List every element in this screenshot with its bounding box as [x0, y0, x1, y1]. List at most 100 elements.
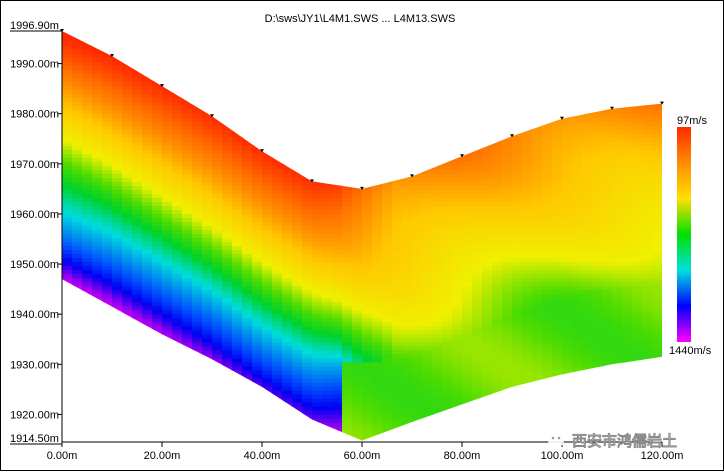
heatmap-cell [272, 101, 283, 106]
heatmap-cell [302, 294, 313, 299]
heatmap-cell [232, 250, 243, 255]
heatmap-cell [222, 398, 233, 403]
heatmap-cell [222, 346, 233, 351]
heatmap-cell [172, 173, 183, 178]
heatmap-cell [262, 165, 273, 170]
heatmap-cell [342, 254, 353, 259]
heatmap-cell [362, 197, 373, 202]
heatmap-cell [152, 406, 163, 411]
heatmap-cell [432, 57, 443, 62]
heatmap-cell [522, 406, 533, 411]
heatmap-cell [312, 149, 323, 154]
heatmap-cell [162, 290, 173, 295]
heatmap-cell [472, 306, 483, 311]
heatmap-cell [382, 117, 393, 122]
heatmap-cell [322, 217, 333, 222]
heatmap-cell [182, 242, 193, 247]
heatmap-cell [472, 354, 483, 359]
heatmap-cell [422, 45, 433, 50]
heatmap-cell [212, 113, 223, 118]
heatmap-cell [402, 73, 413, 78]
heatmap-cell [312, 217, 323, 222]
heatmap-cell [312, 233, 323, 238]
heatmap-cell [232, 378, 243, 383]
heatmap-cell [452, 350, 463, 355]
heatmap-cell [302, 185, 313, 190]
heatmap-cell [472, 254, 483, 259]
heatmap-cell [262, 410, 273, 415]
heatmap-cell [382, 133, 393, 138]
heatmap-cell [512, 169, 523, 174]
heatmap-cell [352, 302, 363, 307]
heatmap-cell [112, 189, 123, 194]
heatmap-cell [282, 338, 293, 343]
heatmap-cell [172, 29, 183, 34]
heatmap-cell [412, 229, 423, 234]
heatmap-cell [322, 125, 333, 130]
heatmap-cell [342, 298, 353, 303]
heatmap-cell [172, 205, 183, 210]
heatmap-cell [202, 37, 213, 42]
heatmap-cell [72, 93, 83, 98]
heatmap-cell [122, 302, 133, 307]
heatmap-cell [282, 221, 293, 226]
heatmap-cell [62, 81, 73, 86]
heatmap-cell [502, 258, 513, 263]
heatmap-cell [252, 45, 263, 50]
heatmap-cell [362, 193, 373, 198]
heatmap-cell [62, 137, 73, 142]
heatmap-cell [532, 334, 543, 339]
heatmap-cell [222, 41, 233, 46]
heatmap-cell [432, 382, 443, 387]
heatmap-cell [342, 61, 353, 66]
heatmap-cell [312, 157, 323, 162]
heatmap-cell [102, 229, 113, 234]
heatmap-cell [82, 205, 93, 210]
heatmap-cell [82, 298, 93, 303]
heatmap-cell [122, 53, 133, 58]
heatmap-cell [182, 145, 193, 150]
heatmap-cell [322, 278, 333, 283]
heatmap-cell [202, 133, 213, 138]
heatmap-cell [232, 109, 243, 114]
heatmap-cell [312, 262, 323, 267]
heatmap-cell [92, 89, 103, 94]
heatmap-cell [62, 366, 73, 371]
heatmap-cell [222, 25, 233, 30]
heatmap-cell [472, 366, 483, 371]
heatmap-cell [262, 402, 273, 407]
heatmap-cell [72, 258, 83, 263]
heatmap-cell [172, 286, 183, 291]
heatmap-cell [222, 430, 233, 435]
heatmap-cell [522, 262, 533, 267]
heatmap-cell [172, 378, 183, 383]
heatmap-cell [202, 57, 213, 62]
heatmap-cell [72, 362, 83, 367]
heatmap-cell [82, 278, 93, 283]
heatmap-cell [292, 354, 303, 359]
heatmap-cell [252, 97, 263, 102]
heatmap-cell [312, 242, 323, 247]
heatmap-cell [82, 262, 93, 267]
heatmap-cell [102, 25, 113, 30]
heatmap-cell [112, 33, 123, 38]
heatmap-cell [382, 378, 393, 383]
heatmap-cell [172, 217, 183, 222]
heatmap-cell [282, 89, 293, 94]
heatmap-cell [472, 113, 483, 118]
heatmap-cell [322, 205, 333, 210]
heatmap-cell [522, 149, 533, 154]
heatmap-cell [122, 205, 133, 210]
heatmap-cell [402, 81, 413, 86]
heatmap-cell [132, 406, 143, 411]
heatmap-cell [502, 85, 513, 90]
heatmap-cell [482, 350, 493, 355]
heatmap-cell [102, 278, 113, 283]
heatmap-cell [402, 213, 413, 218]
heatmap-cell [92, 33, 103, 38]
heatmap-cell [182, 322, 193, 327]
heatmap-cell [92, 157, 103, 162]
heatmap-cell [182, 197, 193, 202]
heatmap-cell [222, 53, 233, 58]
heatmap-cell [122, 394, 133, 399]
